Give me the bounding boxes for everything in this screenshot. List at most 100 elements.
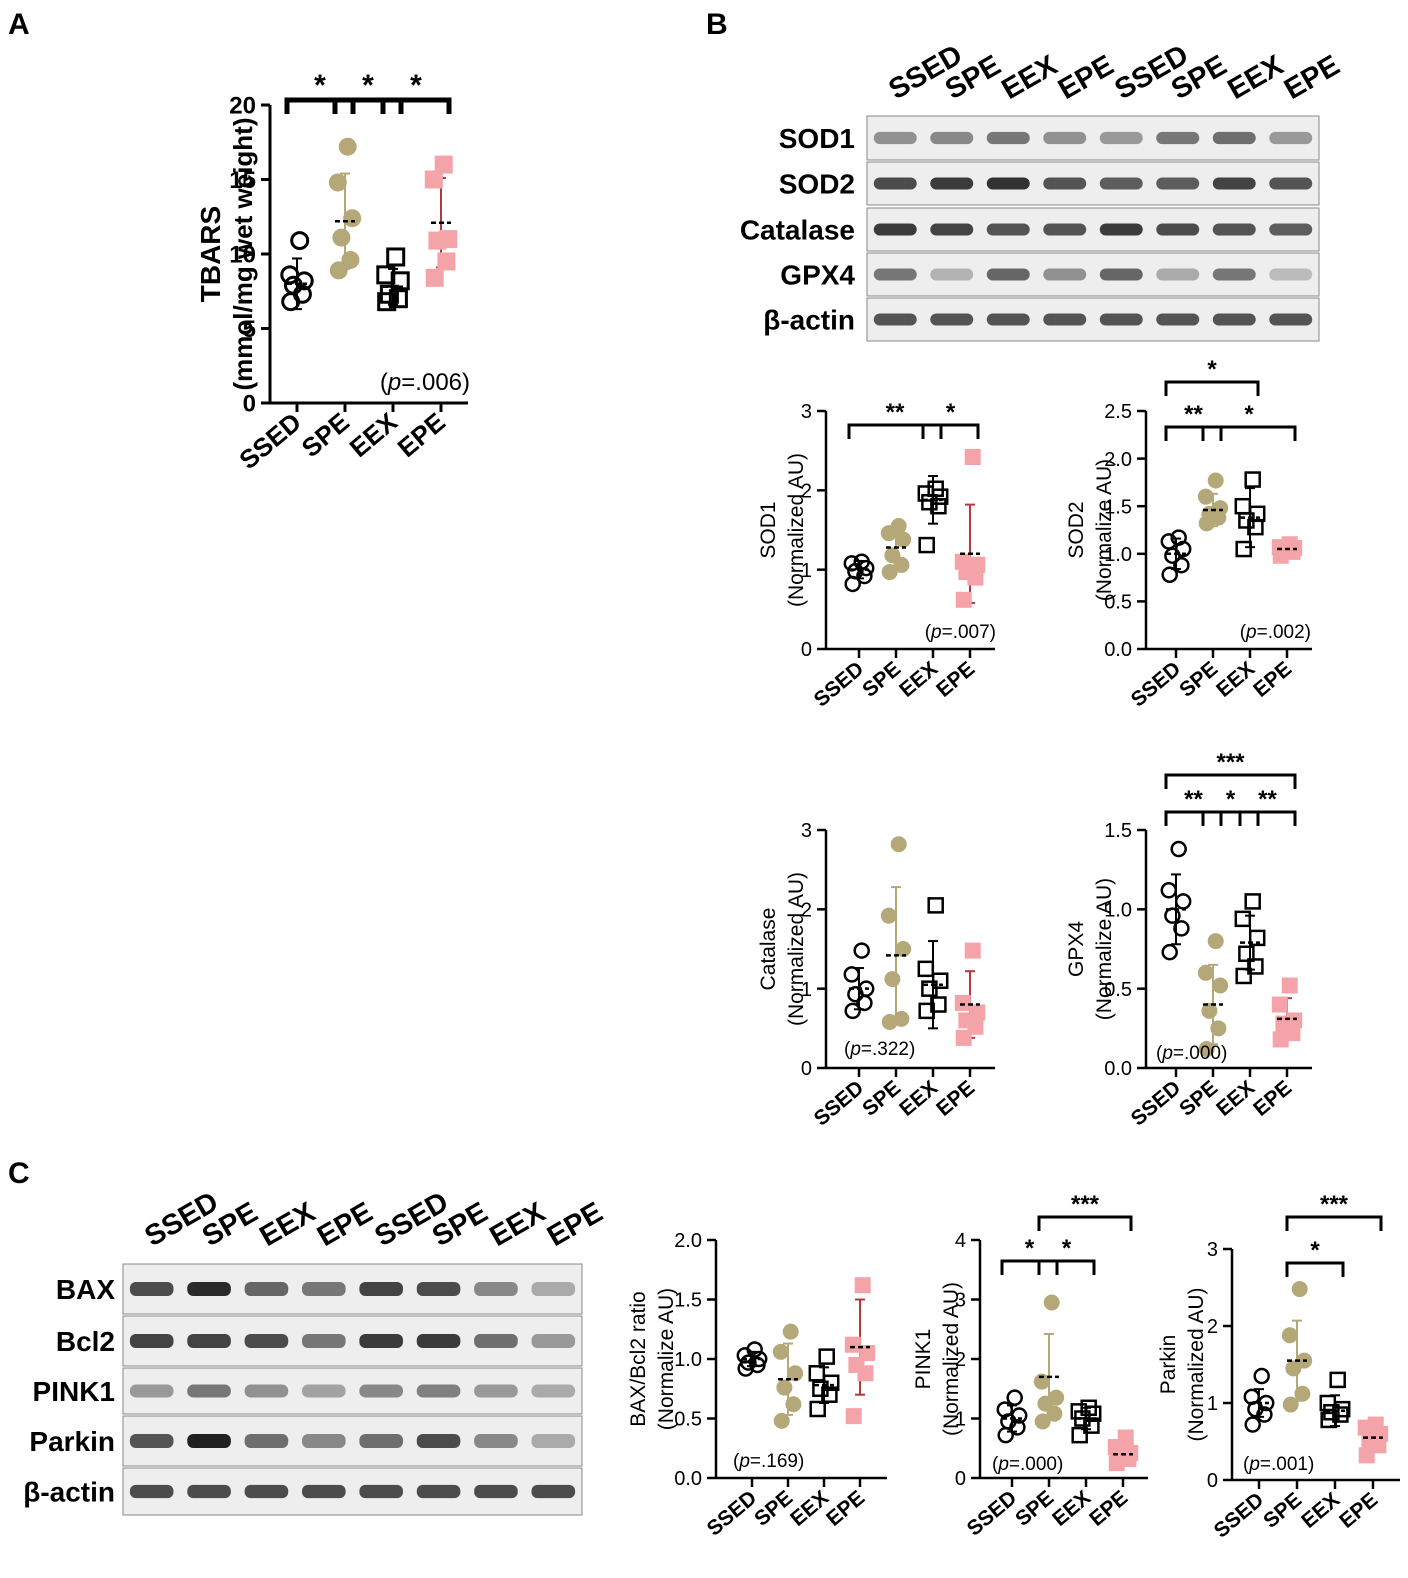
p-value-num: =.002) <box>1257 622 1311 643</box>
data-point <box>1048 1389 1065 1406</box>
blot-band <box>986 313 1030 326</box>
data-point <box>1210 1020 1227 1037</box>
blot-band <box>1156 313 1200 326</box>
y-tick-label: 0 <box>1207 1470 1218 1492</box>
x-tick-label: EEX <box>895 1076 942 1121</box>
data-point <box>1212 977 1229 994</box>
x-tick-label: EEX <box>1048 1486 1095 1531</box>
blot-band <box>244 1282 289 1296</box>
y-axis-subtitle: (Normalize AU) <box>1093 878 1116 1020</box>
y-tick-label: 0 <box>801 1058 812 1080</box>
data-point <box>1174 893 1192 910</box>
y-axis-title: BAX/Bcl2 ratio <box>627 1291 650 1426</box>
blot-band <box>1156 131 1200 145</box>
y-axis-title: Parkin <box>1157 1335 1180 1395</box>
y-tick-label: 20 <box>229 93 256 120</box>
x-tick-label: EPE <box>1085 1486 1132 1531</box>
data-point <box>386 247 406 267</box>
blot-band <box>873 313 917 326</box>
blot-band <box>1269 177 1313 190</box>
sig-stars: ** <box>1258 786 1277 813</box>
sig-stars: * <box>314 69 326 102</box>
blot-band <box>129 1282 174 1296</box>
data-point <box>439 230 458 249</box>
blot-band <box>129 1434 174 1448</box>
data-point <box>854 1277 871 1294</box>
x-tick-label: EPE <box>1249 657 1296 702</box>
data-point <box>1071 1426 1088 1444</box>
y-axis-title: SOD1 <box>757 501 780 558</box>
data-point <box>1034 1413 1051 1430</box>
p-value-num: =.007) <box>942 622 996 643</box>
data-point <box>746 1341 763 1358</box>
x-tick-label: EPE <box>932 1076 979 1121</box>
blot-band <box>1212 131 1256 145</box>
blot-band <box>1043 268 1087 281</box>
p-value: (p=.000) <box>1156 1043 1227 1064</box>
sig-stars: *** <box>1216 749 1245 776</box>
data-point <box>1286 1012 1303 1029</box>
blot-band <box>1043 131 1087 145</box>
p-value-p: p <box>738 1451 750 1472</box>
data-point <box>954 553 971 570</box>
p-value: (p=.001) <box>1243 1454 1314 1475</box>
p-value-open: ( <box>733 1451 740 1472</box>
data-point <box>424 170 443 189</box>
panel-label-c: C <box>8 1157 30 1190</box>
p-value: (p=.006) <box>380 369 470 396</box>
y-tick-label: 10 <box>229 242 256 269</box>
p-value-p: p <box>997 1454 1009 1475</box>
data-point <box>343 209 362 228</box>
data-point <box>1247 958 1264 975</box>
data-point <box>1248 929 1266 947</box>
y-tick-label: 4 <box>955 1230 966 1252</box>
sig-stars: * <box>1062 1235 1072 1262</box>
data-point <box>969 1004 986 1021</box>
y-axis-subtitle: (mmol/mg wet weight) <box>228 118 258 391</box>
blot-band <box>416 1434 461 1448</box>
data-point <box>1281 1327 1298 1344</box>
panel-label-a: A <box>8 8 30 41</box>
lane-label: EPE <box>1279 49 1345 106</box>
p-value-open: ( <box>925 622 932 643</box>
p-value-p: p <box>930 622 942 643</box>
blot-band <box>873 177 917 190</box>
p-value-num: =.006) <box>401 369 470 396</box>
blot-band <box>930 223 974 236</box>
y-tick-label: 1.5 <box>1104 496 1132 518</box>
data-point <box>881 564 898 581</box>
data-point <box>1235 540 1252 558</box>
data-point <box>1207 933 1224 950</box>
p-value-num: =.000) <box>1173 1043 1227 1064</box>
sig-stars: * <box>1226 786 1236 813</box>
sig-bracket <box>1164 425 1223 441</box>
sig-bracket <box>847 423 943 439</box>
blot-band <box>531 1434 576 1448</box>
p-value-num: =.169) <box>750 1451 804 1472</box>
blot-band <box>129 1334 174 1348</box>
sig-bracket <box>1201 425 1297 441</box>
data-point <box>890 836 907 853</box>
sig-stars: * <box>1310 1237 1320 1264</box>
data-point <box>1173 556 1190 574</box>
y-axis-subtitle: (Normalize AU) <box>1093 459 1116 601</box>
y-tick-label: 1.0 <box>674 1349 702 1371</box>
data-point <box>1033 1373 1050 1390</box>
blot-band <box>1212 223 1256 236</box>
data-point <box>845 1408 862 1425</box>
data-point <box>782 1323 799 1340</box>
data-point <box>954 994 971 1011</box>
x-tick-label: SPE <box>858 1076 905 1121</box>
data-point <box>1294 1385 1311 1402</box>
p-value: (p=.000) <box>992 1454 1063 1475</box>
y-tick-label: 1.0 <box>1104 544 1132 566</box>
blot-band <box>302 1334 346 1348</box>
y-tick-label: 0.5 <box>1104 592 1132 614</box>
blot-row-label: Bcl2 <box>56 1326 115 1357</box>
y-tick-label: 3 <box>801 820 812 842</box>
y-tick-label: 0 <box>801 639 812 661</box>
blot-band <box>531 1282 576 1296</box>
blot-band <box>1043 177 1087 190</box>
